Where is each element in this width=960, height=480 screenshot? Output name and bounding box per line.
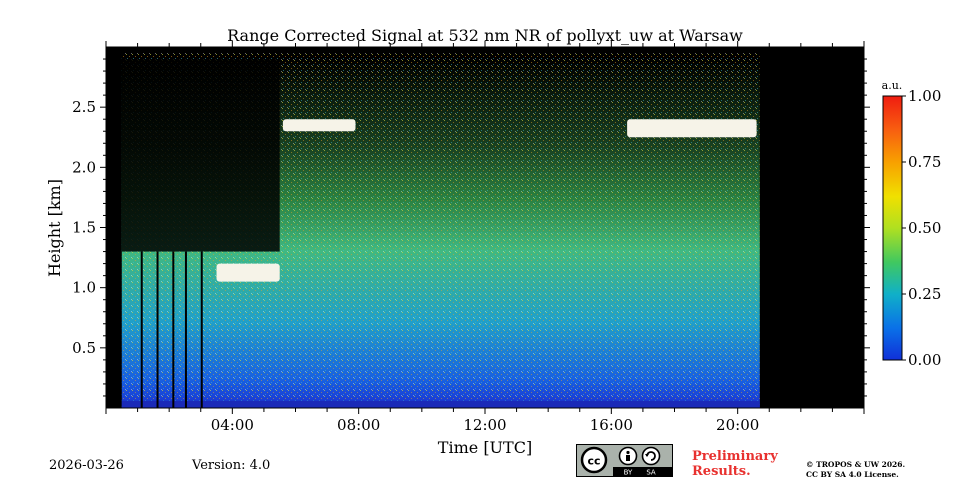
data-gap (200, 251, 203, 408)
data-gap (140, 251, 143, 408)
colorbar (882, 95, 903, 361)
x-tick-label: 04:00 (211, 416, 254, 434)
x-tick-label: 20:00 (716, 416, 759, 434)
sa-icon (641, 446, 661, 466)
cc-icon: cc (587, 455, 600, 468)
y-axis-label: Height [km] (45, 179, 64, 277)
x-tick-label: 08:00 (337, 416, 380, 434)
x-tick-label: 12:00 (463, 416, 506, 434)
colorbar-tick-label: 0.25 (908, 285, 941, 303)
chart-title: Range Corrected Signal at 532 nm NR of p… (227, 26, 743, 45)
y-axis: 0.5 1.0 1.5 2.0 2.5 (72, 58, 870, 397)
colorbar-unit: a.u. (882, 79, 903, 92)
colorbar-tick-label: 0.00 (908, 351, 941, 369)
cc-license-badge: cc BY SA (576, 444, 673, 477)
y-tick-label: 2.5 (72, 98, 96, 116)
colorbar-ticks: 0.00 0.25 0.50 0.75 1.00 (902, 87, 941, 369)
early-gap (121, 59, 280, 252)
x-tick-label: 16:00 (590, 416, 633, 434)
preliminary-note: Preliminary Results. (692, 449, 778, 479)
heatmap-layer (121, 53, 760, 408)
copyright-note: © TROPOS & UW 2026. CC BY SA 4.0 License… (806, 460, 906, 479)
x-axis: 04:00 08:00 12:00 16:00 20:00 (105, 41, 865, 434)
y-tick-label: 1.5 (72, 219, 96, 237)
colorbar-tick-label: 1.00 (908, 87, 941, 105)
footer-date: 2026-03-26 (49, 458, 124, 473)
data-gap (156, 251, 159, 408)
colorbar-tick-label: 0.50 (908, 219, 941, 237)
svg-text:BY: BY (624, 469, 633, 477)
x-axis-label: Time [UTC] (438, 438, 532, 457)
data-gap (184, 251, 187, 408)
low-cloud-early (216, 263, 280, 282)
y-tick-label: 2.0 (72, 158, 96, 176)
y-tick-label: 0.5 (72, 339, 96, 357)
svg-text:SA: SA (646, 469, 656, 477)
cloud-layer-morning (282, 119, 356, 132)
data-gap (172, 251, 175, 408)
colorbar-tick-label: 0.75 (908, 153, 941, 171)
cloud-layer-evening (627, 119, 757, 138)
footer-version: Version: 4.0 (192, 458, 271, 473)
near-ground-signal (121, 400, 760, 408)
y-tick-label: 1.0 (72, 279, 96, 297)
